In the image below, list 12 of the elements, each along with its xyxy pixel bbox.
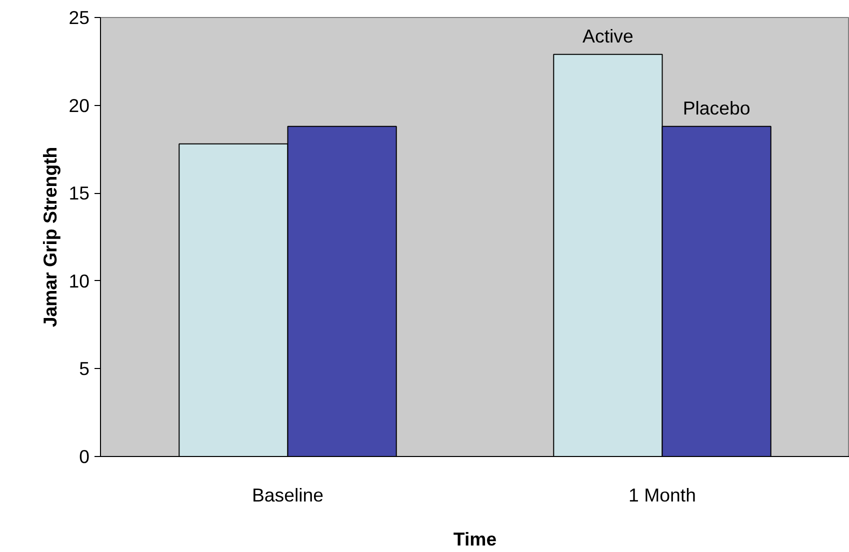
y-tick-label: 5 (79, 358, 90, 380)
y-tick-label: 15 (68, 182, 90, 204)
y-tick-label: 25 (68, 7, 90, 28)
x-tick-label: 1 Month (628, 484, 696, 506)
y-tick-label: 20 (68, 94, 90, 116)
y-tick-label: 10 (68, 270, 90, 292)
series-label: Active (582, 25, 634, 46)
y-axis-title: Jamar Grip Strength (40, 146, 61, 328)
x-tick-label: Baseline (252, 484, 324, 506)
x-axis-title: Time (453, 528, 497, 550)
series-label: Placebo (682, 97, 750, 118)
y-tick-label: 0 (79, 446, 90, 467)
